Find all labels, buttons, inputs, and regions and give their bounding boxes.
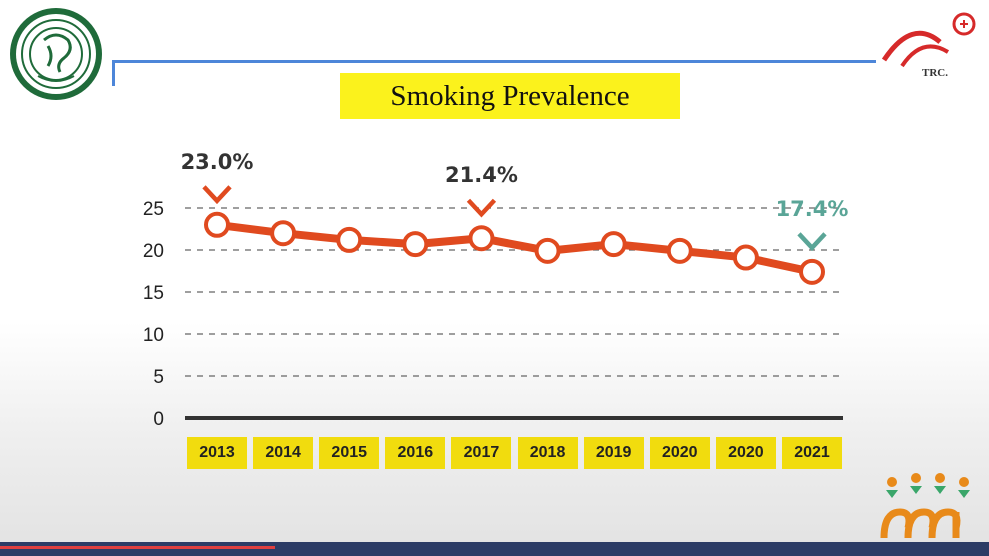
thaihealth-logo-icon — [880, 473, 970, 539]
trc-logo-icon: TRC. — [881, 12, 976, 79]
data-point — [534, 237, 561, 264]
chart-grid — [185, 207, 843, 420]
data-point — [732, 244, 759, 271]
annotation-marker — [466, 198, 497, 218]
data-point — [468, 225, 495, 252]
series-polyline — [216, 220, 813, 276]
data-point — [270, 220, 297, 247]
data-point — [799, 258, 825, 285]
y-tick-label: 10 — [143, 325, 164, 346]
header-rule — [112, 60, 876, 63]
data-point — [666, 237, 693, 264]
y-tick-label: 20 — [143, 241, 164, 262]
y-axis-ticks: 0 5 10 15 20 25 — [143, 199, 164, 430]
bottom-strip — [0, 542, 989, 556]
data-point — [600, 231, 627, 258]
annotation-label: 17.4% — [776, 197, 849, 221]
y-tick-label: 15 — [143, 283, 164, 304]
y-tick-label: 25 — [143, 199, 164, 220]
annotation-marker — [202, 185, 232, 205]
series-points — [204, 211, 825, 285]
chart-title-box: Smoking Prevalence — [340, 73, 680, 119]
series-line — [216, 220, 813, 276]
trc-logo-text: TRC. — [922, 67, 948, 79]
annotation-marker — [797, 232, 827, 252]
annotations: 23.0% 21.4% 17.4% — [181, 150, 849, 252]
data-point — [402, 231, 429, 258]
annotation-label: 23.0% — [181, 150, 254, 174]
annotation-label: 21.4% — [445, 163, 518, 187]
y-tick-label: 0 — [153, 409, 164, 430]
chart-title: Smoking Prevalence — [390, 79, 630, 112]
progress-strip — [0, 546, 275, 549]
y-tick-label: 5 — [153, 367, 164, 388]
institution-emblem-icon — [10, 8, 102, 100]
header-rule-tick — [112, 60, 115, 86]
data-point — [204, 211, 230, 238]
data-point — [336, 226, 363, 253]
